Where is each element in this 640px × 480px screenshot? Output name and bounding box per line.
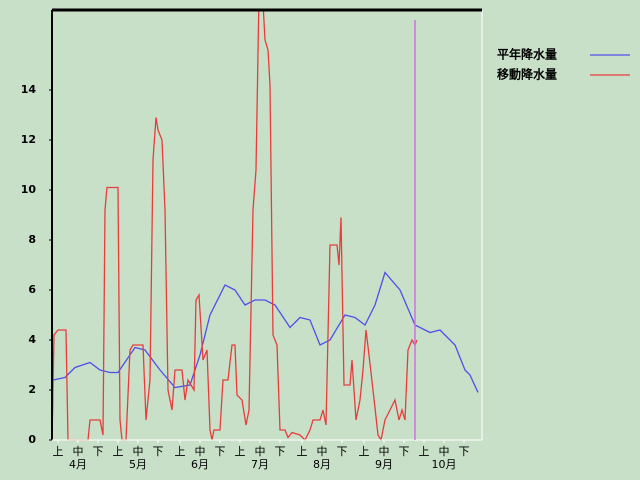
- series-line: [52, 271, 479, 441]
- x-tick-label: 下: [337, 445, 348, 458]
- legend-label: 平年降水量: [497, 47, 557, 62]
- x-tick-label: 下: [153, 445, 164, 458]
- x-tick-label: 中: [379, 445, 390, 458]
- month-label: 7月: [251, 458, 269, 471]
- x-tick-label: 中: [195, 445, 206, 458]
- x-tick-label: 上: [419, 445, 430, 458]
- x-tick-label: 中: [255, 445, 266, 458]
- y-tick-label: 2: [28, 383, 36, 396]
- x-tick-label: 上: [235, 445, 246, 458]
- legend-label: 移動降水量: [497, 67, 557, 82]
- x-tick-label: 下: [275, 445, 286, 458]
- x-tick-label: 下: [459, 445, 470, 458]
- x-tick-label: 下: [399, 445, 410, 458]
- x-tick-label: 上: [359, 445, 370, 458]
- y-tick-label: 0: [28, 433, 36, 446]
- month-label: 4月: [69, 458, 87, 471]
- x-tick-label: 上: [53, 445, 64, 458]
- month-label: 5月: [129, 458, 147, 471]
- x-tick-label: 中: [133, 445, 144, 458]
- x-tick-label: 上: [175, 445, 186, 458]
- x-tick-label: 下: [93, 445, 104, 458]
- month-label: 10月: [432, 458, 457, 471]
- y-tick-label: 14: [21, 83, 37, 96]
- y-tick-label: 10: [21, 183, 37, 196]
- month-label: 9月: [375, 458, 393, 471]
- series-line: [52, 10, 418, 441]
- y-tick-label: 4: [28, 333, 36, 346]
- y-tick-label: 12: [21, 133, 36, 146]
- plot-area: [52, 10, 479, 441]
- x-tick-label: 中: [73, 445, 84, 458]
- y-tick-label: 6: [28, 283, 36, 296]
- month-label: 6月: [191, 458, 209, 471]
- x-tick-label: 上: [297, 445, 308, 458]
- x-tick-label: 中: [317, 445, 328, 458]
- month-label: 8月: [313, 458, 331, 471]
- x-tick-label: 中: [439, 445, 450, 458]
- x-tick-label: 上: [113, 445, 124, 458]
- x-tick-label: 下: [215, 445, 226, 458]
- y-tick-label: 8: [28, 233, 36, 246]
